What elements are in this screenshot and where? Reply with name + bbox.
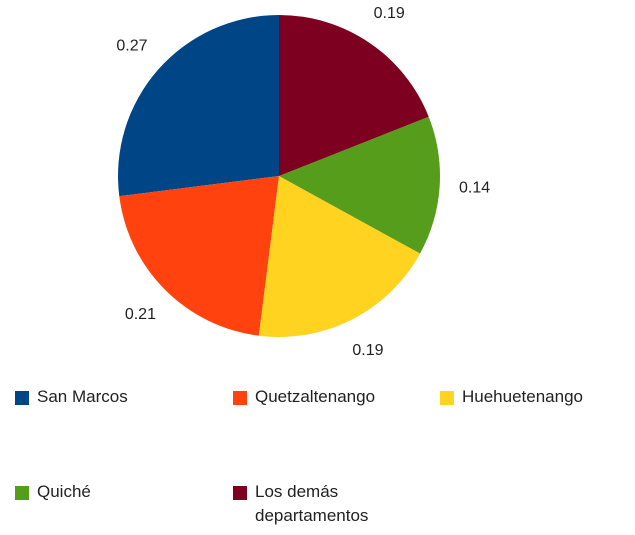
legend-label: Los demás departamentos xyxy=(255,482,369,525)
legend-item: Quiché xyxy=(15,482,202,504)
legend-swatch xyxy=(233,486,247,500)
pie-slice xyxy=(279,116,441,254)
legend-label: Quetzaltenango xyxy=(255,387,376,406)
data-label: 0.19 xyxy=(374,5,405,22)
pie-slice xyxy=(258,176,421,337)
legend-swatch xyxy=(440,391,454,405)
legend-label: Quiché xyxy=(37,482,91,501)
data-label: 0.27 xyxy=(116,38,147,55)
data-label: 0.14 xyxy=(459,180,490,197)
legend-swatch xyxy=(233,391,247,405)
legend-item: San Marcos xyxy=(15,387,202,409)
data-label: 0.19 xyxy=(352,342,383,359)
legend-swatch xyxy=(15,391,29,405)
pie-slice xyxy=(279,15,429,176)
legend-label: San Marcos xyxy=(37,387,128,406)
legend-swatch xyxy=(15,486,29,500)
legend-item: Quetzaltenango xyxy=(233,387,420,409)
legend-label: Huehuetenango xyxy=(462,387,584,406)
data-label: 0.21 xyxy=(125,306,156,323)
chart: 0.27 0.21 0.19 0.14 0.19 xyxy=(116,5,490,359)
pie-slice xyxy=(118,15,279,197)
pie-slice xyxy=(119,176,279,336)
legend-item: Los demás departamentos xyxy=(233,482,420,528)
legend-item: Huehuetenango xyxy=(440,387,627,409)
